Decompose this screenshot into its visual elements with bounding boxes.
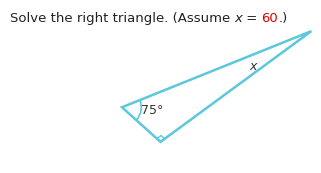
- Text: =: =: [242, 12, 262, 25]
- Text: .): .): [278, 12, 288, 25]
- Text: 60: 60: [262, 12, 278, 25]
- Text: x: x: [234, 12, 242, 25]
- Text: 75°: 75°: [141, 104, 164, 117]
- Text: Solve the right triangle. (Assume: Solve the right triangle. (Assume: [10, 12, 234, 25]
- Text: x: x: [249, 61, 256, 74]
